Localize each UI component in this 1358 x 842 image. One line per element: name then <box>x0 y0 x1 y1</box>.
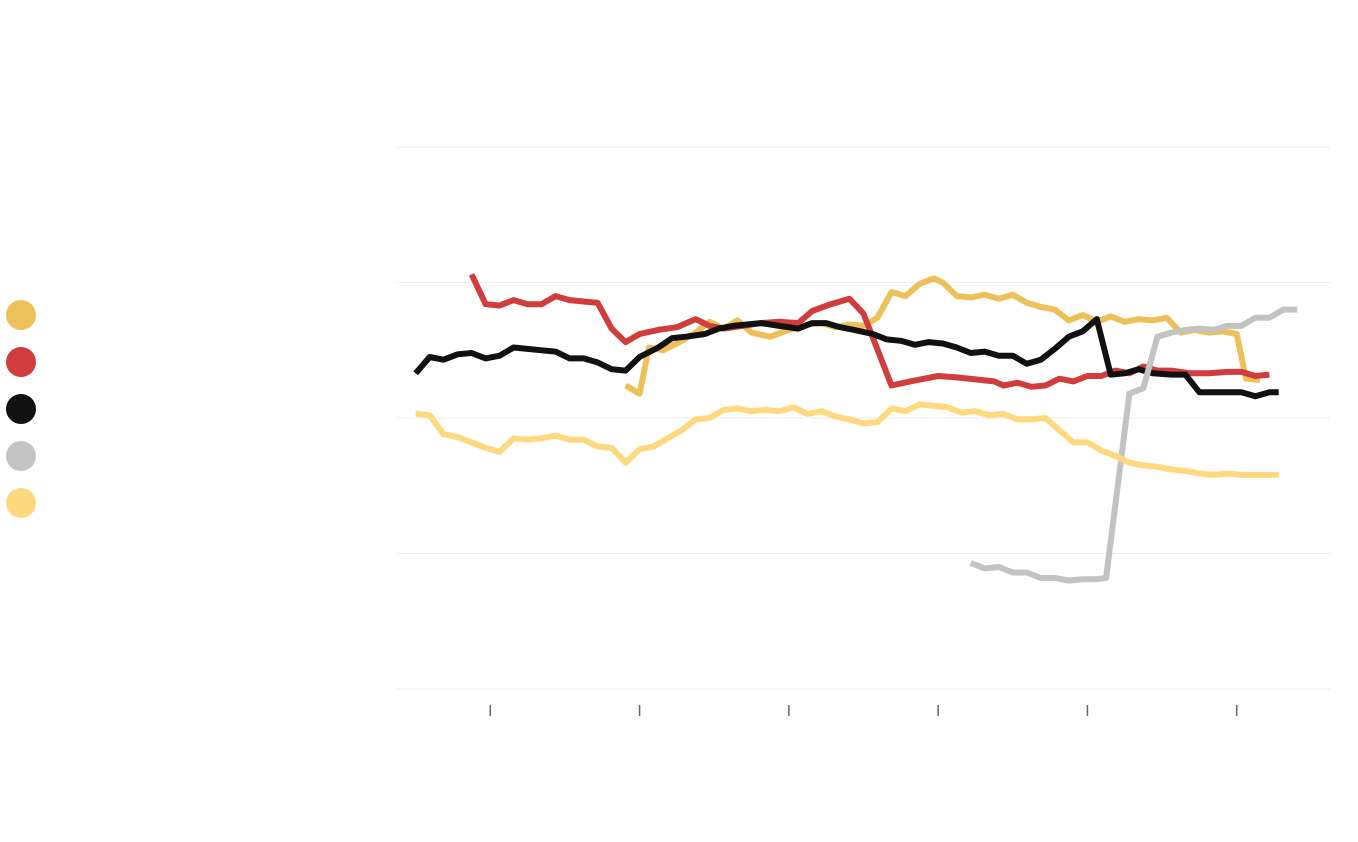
legend-swatch <box>6 346 36 377</box>
gridlines <box>397 146 1330 690</box>
legend-item-3 <box>6 385 36 432</box>
legend-item-4 <box>6 432 36 479</box>
legend-swatch <box>6 393 36 424</box>
series-line-3 <box>413 316 1279 400</box>
legend-swatch <box>6 440 36 471</box>
series-lines <box>413 273 1298 584</box>
legend-item-5 <box>6 479 36 526</box>
legend <box>6 291 36 526</box>
series-line-4 <box>969 306 1298 584</box>
legend-item-1 <box>6 291 36 338</box>
series-line-5 <box>415 401 1279 478</box>
x-axis-ticks <box>489 705 1238 716</box>
legend-swatch <box>6 299 36 330</box>
legend-item-2 <box>6 338 36 385</box>
legend-swatch <box>6 487 36 518</box>
